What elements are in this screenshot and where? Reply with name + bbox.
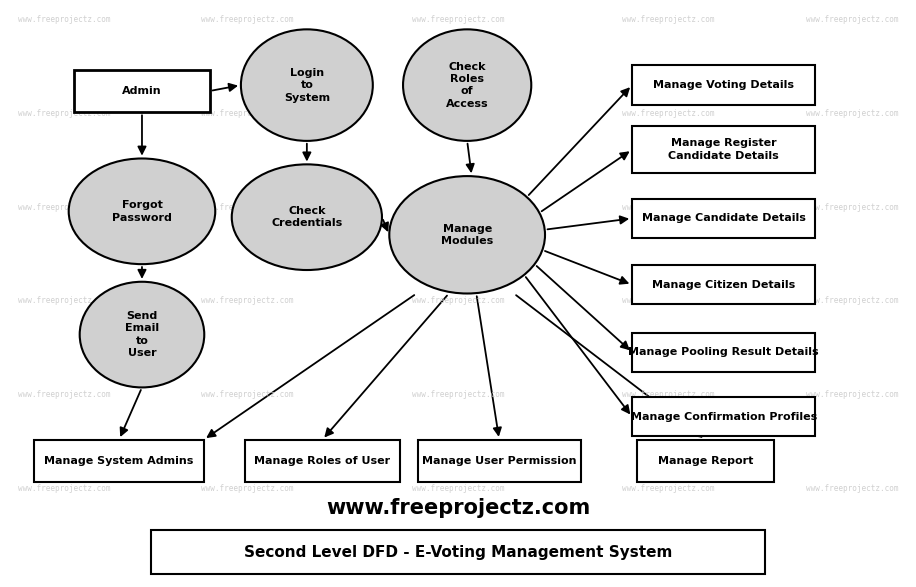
Text: www.freeprojectz.com: www.freeprojectz.com <box>202 15 293 23</box>
FancyBboxPatch shape <box>632 198 815 238</box>
Text: Manage System Admins: Manage System Admins <box>44 456 194 466</box>
Text: www.freeprojectz.com: www.freeprojectz.com <box>806 390 898 399</box>
Text: www.freeprojectz.com: www.freeprojectz.com <box>412 203 504 211</box>
Text: www.freeprojectz.com: www.freeprojectz.com <box>18 390 110 399</box>
FancyBboxPatch shape <box>418 440 581 482</box>
Text: www.freeprojectz.com: www.freeprojectz.com <box>623 15 714 23</box>
Ellipse shape <box>241 29 373 141</box>
Ellipse shape <box>232 164 382 270</box>
Text: Forgot
Password: Forgot Password <box>112 200 172 222</box>
Text: www.freeprojectz.com: www.freeprojectz.com <box>623 203 714 211</box>
Text: Manage
Modules: Manage Modules <box>441 224 494 246</box>
Text: www.freeprojectz.com: www.freeprojectz.com <box>412 109 504 117</box>
Text: Manage Citizen Details: Manage Citizen Details <box>652 279 795 290</box>
Text: www.freeprojectz.com: www.freeprojectz.com <box>202 484 293 493</box>
Text: Admin: Admin <box>122 86 162 96</box>
Text: Manage Voting Details: Manage Voting Details <box>653 80 794 90</box>
FancyBboxPatch shape <box>632 332 815 372</box>
Text: www.freeprojectz.com: www.freeprojectz.com <box>202 296 293 305</box>
Text: www.freeprojectz.com: www.freeprojectz.com <box>18 484 110 493</box>
Text: www.freeprojectz.com: www.freeprojectz.com <box>202 203 293 211</box>
Text: Login
to
System: Login to System <box>284 68 330 103</box>
Text: www.freeprojectz.com: www.freeprojectz.com <box>806 203 898 211</box>
Text: www.freeprojectz.com: www.freeprojectz.com <box>412 484 504 493</box>
FancyBboxPatch shape <box>632 265 815 304</box>
Text: www.freeprojectz.com: www.freeprojectz.com <box>18 15 110 23</box>
Text: www.freeprojectz.com: www.freeprojectz.com <box>806 296 898 305</box>
Text: www.freeprojectz.com: www.freeprojectz.com <box>18 296 110 305</box>
Ellipse shape <box>403 29 531 141</box>
Text: www.freeprojectz.com: www.freeprojectz.com <box>623 390 714 399</box>
FancyBboxPatch shape <box>632 65 815 104</box>
Text: www.freeprojectz.com: www.freeprojectz.com <box>623 484 714 493</box>
Text: Second Level DFD - E-Voting Management System: Second Level DFD - E-Voting Management S… <box>244 545 672 559</box>
FancyBboxPatch shape <box>245 440 400 482</box>
Text: Check
Roles
of
Access: Check Roles of Access <box>446 62 488 109</box>
FancyBboxPatch shape <box>632 397 815 437</box>
Text: Manage Candidate Details: Manage Candidate Details <box>642 213 805 224</box>
FancyBboxPatch shape <box>637 440 774 482</box>
Text: Manage User Permission: Manage User Permission <box>422 456 576 466</box>
Text: www.freeprojectz.com: www.freeprojectz.com <box>326 498 590 518</box>
Text: www.freeprojectz.com: www.freeprojectz.com <box>806 15 898 23</box>
Text: www.freeprojectz.com: www.freeprojectz.com <box>412 15 504 23</box>
Text: www.freeprojectz.com: www.freeprojectz.com <box>412 296 504 305</box>
Text: www.freeprojectz.com: www.freeprojectz.com <box>412 390 504 399</box>
FancyBboxPatch shape <box>35 440 203 482</box>
FancyBboxPatch shape <box>632 126 815 173</box>
Text: Check
Credentials: Check Credentials <box>271 206 343 228</box>
Text: Manage Report: Manage Report <box>658 456 753 466</box>
Text: www.freeprojectz.com: www.freeprojectz.com <box>623 109 714 117</box>
Text: www.freeprojectz.com: www.freeprojectz.com <box>623 296 714 305</box>
Text: Manage Confirmation Profiles: Manage Confirmation Profiles <box>630 411 817 422</box>
Text: Manage Pooling Result Details: Manage Pooling Result Details <box>628 347 819 357</box>
Text: www.freeprojectz.com: www.freeprojectz.com <box>806 109 898 117</box>
Text: www.freeprojectz.com: www.freeprojectz.com <box>806 484 898 493</box>
Text: www.freeprojectz.com: www.freeprojectz.com <box>202 390 293 399</box>
Text: Manage Register
Candidate Details: Manage Register Candidate Details <box>669 139 779 161</box>
Text: www.freeprojectz.com: www.freeprojectz.com <box>18 203 110 211</box>
Text: www.freeprojectz.com: www.freeprojectz.com <box>18 109 110 117</box>
Ellipse shape <box>80 282 204 387</box>
FancyBboxPatch shape <box>74 70 210 113</box>
Text: www.freeprojectz.com: www.freeprojectz.com <box>202 109 293 117</box>
Text: Send
Email
to
User: Send Email to User <box>125 311 159 358</box>
FancyBboxPatch shape <box>151 530 765 574</box>
Ellipse shape <box>389 176 545 294</box>
Ellipse shape <box>69 158 215 264</box>
Text: Manage Roles of User: Manage Roles of User <box>255 456 390 466</box>
